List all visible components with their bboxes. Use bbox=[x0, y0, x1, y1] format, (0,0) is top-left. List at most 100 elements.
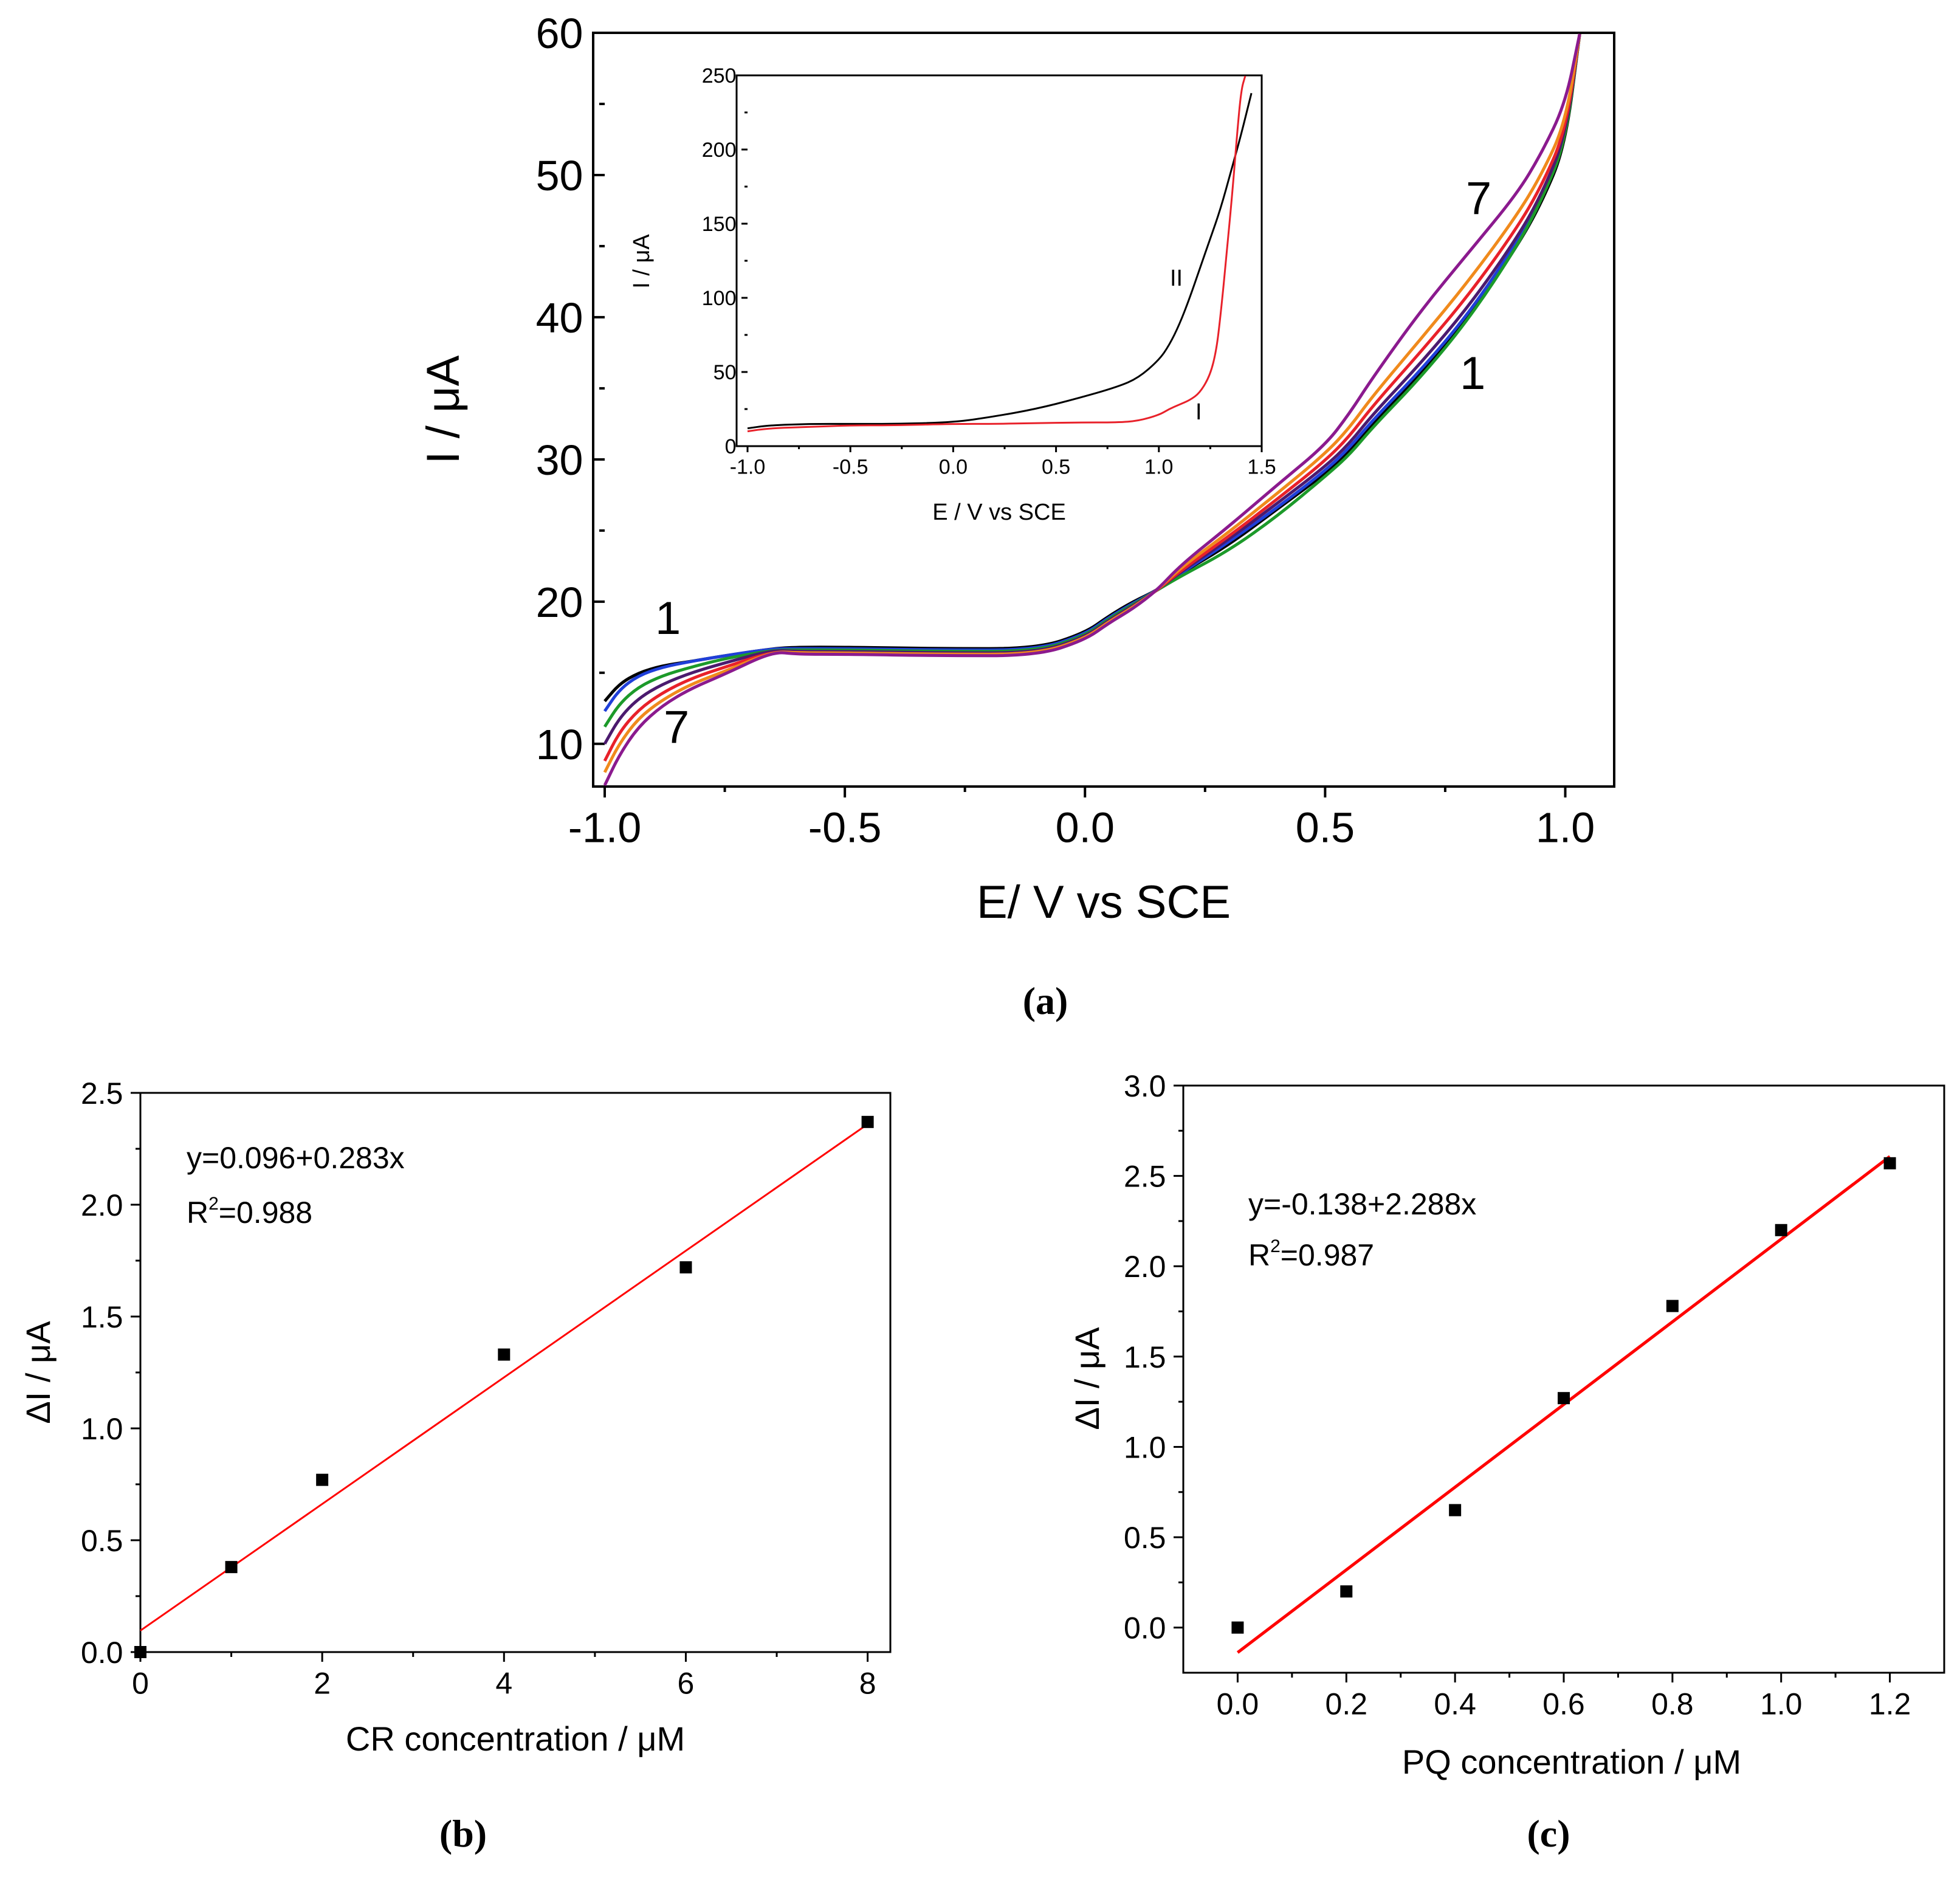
panel-a-plot-frame bbox=[592, 32, 1615, 788]
data-point bbox=[679, 1261, 692, 1274]
y-tick-label: 50 bbox=[536, 152, 583, 199]
y-tick-label: 0 bbox=[725, 435, 737, 458]
y-tick-label: 2.5 bbox=[81, 1076, 123, 1110]
x-tick-label: 0.8 bbox=[1651, 1687, 1694, 1721]
inset-plot-frame bbox=[735, 74, 1263, 447]
panel-c-ticks: 0.0 0.2 0.4 0.6 0.8 1.0 1.2 0.0 0.5 1.0 1.5 2.0 2.5 3… bbox=[1124, 1069, 1911, 1721]
panel-b-caption: (b) bbox=[439, 1812, 487, 1855]
inset-ticks: -1.0 -0.5 0.0 0.5 1.0 1.5 0 50 100 150 200 250 bbox=[702, 64, 1276, 478]
panel-b-points bbox=[134, 1115, 874, 1658]
y-tick-label: 150 bbox=[702, 213, 737, 236]
y-tick-label: 1.5 bbox=[1124, 1340, 1166, 1374]
panel-a-caption: (a) bbox=[1023, 979, 1068, 1022]
inset-series bbox=[747, 75, 1253, 433]
panel-a-curve-label-7-left: 7 bbox=[664, 701, 689, 753]
panel-c-pq-calibration: 0.0 0.2 0.4 0.6 0.8 1.0 1.2 0.0 0.5 1.0 1.5 2.0 2.5 3… bbox=[1068, 1069, 1945, 1855]
panel-c-x-axis-label: PQ concentration / μM bbox=[1402, 1743, 1741, 1781]
panel-b-cr-calibration: 0 2 4 6 8 0.0 0.5 1.0 1.5 2.0 2.5 y=0.096+0.283x R… bbox=[19, 1076, 892, 1855]
panel-a-curve-label-1-right: 1 bbox=[1460, 348, 1485, 399]
panel-c-points bbox=[1231, 1157, 1896, 1634]
inset-curve-label-I: I bbox=[1195, 399, 1202, 425]
x-tick-label: -0.5 bbox=[833, 456, 868, 479]
y-tick-label: 200 bbox=[702, 139, 737, 162]
data-point bbox=[861, 1115, 874, 1128]
y-tick-label: 1.5 bbox=[81, 1300, 123, 1334]
fit-line bbox=[1236, 1155, 1891, 1654]
x-tick-label: 1.0 bbox=[1536, 804, 1595, 852]
panel-b-fit-line bbox=[140, 1123, 868, 1631]
y-tick-label: 10 bbox=[536, 721, 583, 768]
y-tick-label: 3.0 bbox=[1124, 1069, 1166, 1103]
x-tick-label: 0 bbox=[132, 1667, 149, 1701]
fit-line bbox=[140, 1123, 868, 1631]
y-tick-label: 250 bbox=[702, 64, 737, 88]
panel-a-x-axis-label: E/ V vs SCE bbox=[977, 876, 1231, 928]
x-tick-label: -0.5 bbox=[808, 804, 882, 852]
series-line-7 bbox=[603, 33, 1581, 787]
data-point bbox=[225, 1561, 238, 1574]
y-tick-label: 50 bbox=[714, 361, 737, 384]
panel-b-equation: y=0.096+0.283x bbox=[187, 1141, 405, 1175]
series-line-2 bbox=[747, 75, 1246, 433]
x-tick-label: 4 bbox=[495, 1667, 512, 1701]
y-tick-label: 0.0 bbox=[81, 1636, 123, 1670]
x-tick-label: 0.4 bbox=[1434, 1687, 1476, 1721]
panel-c-r-squared: R2=0.987 bbox=[1248, 1236, 1374, 1272]
panel-a-inset: -1.0 -0.5 0.0 0.5 1.0 1.5 0 50 100 150 200 250 E / … bbox=[629, 64, 1276, 525]
panel-b-r-squared: R2=0.988 bbox=[187, 1194, 312, 1230]
y-tick-label: 100 bbox=[702, 287, 737, 310]
y-tick-label: 0.5 bbox=[81, 1524, 123, 1558]
panel-a-curve-label-7-right: 7 bbox=[1466, 173, 1491, 224]
y-tick-label: 1.0 bbox=[1124, 1430, 1166, 1464]
x-tick-label: 1.5 bbox=[1247, 456, 1276, 479]
series-line-1 bbox=[747, 92, 1253, 430]
x-tick-label: 6 bbox=[678, 1667, 695, 1701]
panel-b-ticks: 0 2 4 6 8 0.0 0.5 1.0 1.5 2.0 2.5 bbox=[81, 1076, 876, 1701]
panel-c-equation: y=-0.138+2.288x bbox=[1248, 1187, 1476, 1221]
x-tick-label: 0.0 bbox=[1056, 804, 1115, 852]
x-tick-label: 2 bbox=[314, 1667, 331, 1701]
panel-c-caption: (c) bbox=[1527, 1812, 1570, 1855]
x-tick-label: 8 bbox=[859, 1667, 876, 1701]
x-tick-label: 0.6 bbox=[1542, 1687, 1585, 1721]
data-point bbox=[1883, 1157, 1896, 1169]
data-point bbox=[1558, 1392, 1570, 1405]
x-tick-label: 0.2 bbox=[1326, 1687, 1368, 1721]
inset-y-axis-label: I / μA bbox=[629, 234, 655, 289]
y-tick-label: 0.5 bbox=[1124, 1521, 1166, 1555]
y-tick-label: 2.0 bbox=[1124, 1250, 1166, 1284]
y-tick-label: 2.5 bbox=[1124, 1160, 1166, 1194]
y-tick-label: 60 bbox=[536, 10, 583, 57]
x-tick-label: -1.0 bbox=[730, 456, 766, 479]
data-point bbox=[1340, 1585, 1353, 1598]
data-point bbox=[1449, 1504, 1462, 1517]
panel-b-y-axis-label: ΔI / μA bbox=[19, 1321, 57, 1424]
x-tick-label: 0.5 bbox=[1296, 804, 1355, 852]
panel-a-series bbox=[603, 33, 1581, 787]
x-tick-label: 0.0 bbox=[939, 456, 968, 479]
data-point bbox=[498, 1348, 511, 1361]
y-tick-label: 30 bbox=[536, 436, 583, 484]
panel-a-curve-label-1-left: 1 bbox=[655, 593, 681, 644]
data-point bbox=[134, 1646, 146, 1658]
panel-c-fit-line bbox=[1236, 1155, 1891, 1654]
data-point bbox=[316, 1473, 329, 1486]
y-tick-label: 1.0 bbox=[81, 1412, 123, 1446]
panel-a-y-axis-label: I / μA bbox=[418, 355, 469, 464]
panel-c-y-axis-label: ΔI / μA bbox=[1068, 1327, 1106, 1430]
data-point bbox=[1231, 1621, 1244, 1634]
x-tick-label: 1.2 bbox=[1869, 1687, 1911, 1721]
x-tick-label: 0.0 bbox=[1217, 1687, 1259, 1721]
x-tick-label: -1.0 bbox=[568, 804, 642, 852]
y-tick-label: 40 bbox=[536, 294, 583, 342]
panel-b-x-axis-label: CR concentration / μM bbox=[346, 1720, 685, 1758]
x-tick-label: 1.0 bbox=[1760, 1687, 1803, 1721]
x-tick-label: 1.0 bbox=[1144, 456, 1173, 479]
y-tick-label: 0.0 bbox=[1124, 1611, 1166, 1645]
inset-curve-label-II: II bbox=[1170, 266, 1183, 291]
y-tick-label: 20 bbox=[536, 579, 583, 626]
x-tick-label: 0.5 bbox=[1042, 456, 1070, 479]
